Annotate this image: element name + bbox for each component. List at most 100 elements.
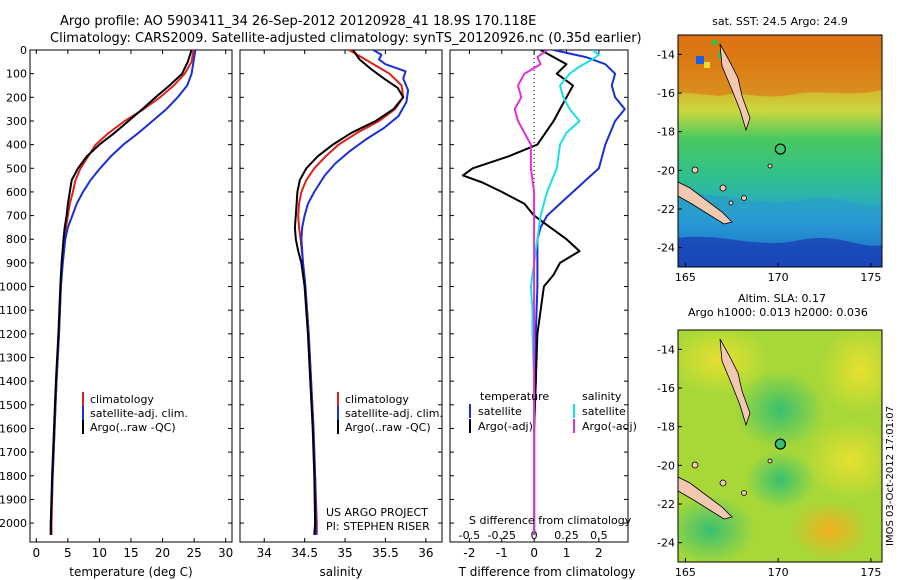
sla-blob-3 (735, 370, 825, 450)
map-ytick-label: -18 (657, 421, 675, 434)
legend-s-argo: Argo(-adj) (582, 420, 637, 433)
salinity-xlabel: salinity (319, 565, 362, 579)
temperature-xtick-label: 30 (218, 546, 233, 560)
temperature-ytick-label: 0 (20, 44, 27, 57)
salinity-legend: climatology satellite-adj. clim. Argo(..… (337, 392, 443, 434)
difference-axes-frame (449, 49, 629, 543)
temperature-xtick-label: 20 (155, 546, 170, 560)
sst-map-frame (677, 34, 883, 268)
temperature-ytick-label: 2000 (0, 517, 27, 530)
legend-argo: Argo(..raw -QC) (90, 421, 176, 434)
sla-map-title-2: Argo h1000: 0.013 h2000: 0.036 (688, 306, 868, 319)
temperature-ytick-label: 900 (6, 257, 27, 270)
legend-temperature-heading: temperature (480, 390, 549, 403)
temperature-ytick-label: 600 (6, 186, 27, 199)
temperature-xtick-label: 25 (186, 546, 201, 560)
sla-blob-7 (745, 450, 815, 510)
salinity-panel: 34 34.5 35 35.5 36 salinity climatology sate… (239, 49, 443, 579)
sst-cold-patch (678, 236, 882, 267)
sla-blob-5 (790, 500, 870, 560)
new-caledonia (678, 181, 733, 225)
map-ytick-label: -14 (657, 48, 675, 61)
vanuatu-islands-2 (719, 338, 751, 427)
sst-island-b (719, 184, 727, 192)
temperature-lines (49, 50, 197, 535)
pi-note: PI: STEPHEN RISER (326, 520, 430, 533)
legend-climatology: climatology (90, 393, 154, 406)
sla-map-panel: Altim. SLA: 0.17 Argo h1000: 0.013 h2000… (657, 292, 883, 579)
map-ytick-label: -24 (657, 537, 675, 550)
map-ytick-label: -22 (657, 203, 675, 216)
sla-blob-2 (820, 330, 882, 415)
salinity-xtick-label: 34.5 (291, 546, 318, 560)
salinity-axes-frame (239, 49, 443, 543)
map-xtick-label: 170 (768, 566, 789, 579)
salinity-xtick-label: 36 (418, 546, 433, 560)
salinity-series-2 (293, 50, 405, 535)
temperature-xtick-label: 15 (123, 546, 138, 560)
s-difference-label: S difference from climatology (469, 514, 632, 527)
sla-map-ticks: 165 170 175 -14 -16 -18 -20 -22 -24 (657, 343, 881, 579)
temperature-ticks: 0 5 10 15 20 25 300100200300400500600700800900… (0, 44, 233, 560)
header-line-1: Argo profile: AO 5903411_34 26-Sep-2012 … (60, 14, 536, 29)
temperature-ytick-label: 200 (6, 91, 27, 104)
temperature-xtick-label: 10 (92, 546, 107, 560)
sst-pixel-yellow (704, 62, 710, 68)
difference-xlabel: T difference from climatology (458, 565, 636, 579)
difference-panel: -2 -1 0 1 2 -0.5 -0.25 0 0.25 0.5 T difference fr… (449, 49, 637, 579)
sla-map-title-1: Altim. SLA: 0.17 (738, 292, 826, 305)
map-xtick-label: 175 (860, 271, 881, 284)
temperature-ytick-label: 800 (6, 233, 27, 246)
difference-s-tick-label: 0 (531, 529, 538, 542)
legend-s-satellite: satellite (582, 405, 626, 418)
map-ytick-label: -18 (657, 126, 675, 139)
temperature-ytick-label: 500 (6, 162, 27, 175)
sst-island-c (741, 195, 747, 201)
difference-s-tick-label: 0.5 (590, 529, 608, 542)
difference-series-3 (513, 50, 548, 535)
temperature-ytick-label: 300 (6, 115, 27, 128)
temperature-ytick-label: 1100 (0, 304, 27, 317)
difference-lines (461, 50, 626, 535)
temperature-ytick-label: 700 (6, 210, 27, 223)
new-caledonia-2 (678, 476, 733, 520)
map-ytick-label: -20 (657, 164, 675, 177)
sst-island-e (767, 163, 773, 169)
temperature-axes-frame (29, 49, 233, 543)
map-ytick-label: -22 (657, 498, 675, 511)
temperature-ytick-label: 1900 (0, 493, 27, 506)
difference-ticks: -2 -1 0 1 2 -0.5 -0.25 0 0.25 0.5 (450, 49, 628, 560)
map-xtick-label: 170 (768, 271, 789, 284)
temperature-xlabel: temperature (deg C) (69, 565, 192, 579)
temperature-ytick-label: 1500 (0, 399, 27, 412)
map-ytick-label: -20 (657, 459, 675, 472)
temperature-ytick-label: 1400 (0, 375, 27, 388)
map-ytick-label: -14 (657, 343, 675, 356)
map-xtick-label: 165 (675, 566, 696, 579)
temperature-series-2 (49, 50, 193, 535)
difference-s-tick-label: -0.25 (488, 529, 516, 542)
sla-island-d (767, 458, 773, 464)
header-line-2: Climatology: CARS2009. Satellite-adjuste… (50, 31, 642, 46)
temperature-panel: 0 5 10 15 20 25 300100200300400500600700800900… (0, 44, 233, 579)
salinity-xtick-label: 34 (257, 546, 272, 560)
temperature-xtick-label: 5 (64, 546, 72, 560)
salinity-lines (293, 50, 410, 535)
map-ytick-label: -16 (657, 87, 675, 100)
map-xtick-label: 175 (860, 566, 881, 579)
legend-satellite-2: satellite-adj. clim. (345, 407, 443, 420)
sla-island-a (691, 461, 699, 469)
vanuatu-islands (719, 43, 751, 132)
map-ytick-label: -24 (657, 242, 675, 255)
legend-t-satellite: satellite (478, 405, 522, 418)
sst-map-panel: sat. SST: 24.5 Argo: 24.9 165 170 175 -14 -1… (657, 15, 883, 284)
temperature-ytick-label: 1700 (0, 446, 27, 459)
difference-legend: temperature salinity satellite Argo(-adj… (469, 390, 637, 433)
timestamp-note: IMOS 03-Oct-2012 17:01:07 (885, 406, 896, 546)
difference-series-1 (461, 50, 581, 535)
temperature-xtick-label: 0 (32, 546, 40, 560)
temperature-ytick-label: 1200 (0, 328, 27, 341)
sla-island-b (719, 479, 727, 487)
sla-island-c (741, 490, 747, 496)
